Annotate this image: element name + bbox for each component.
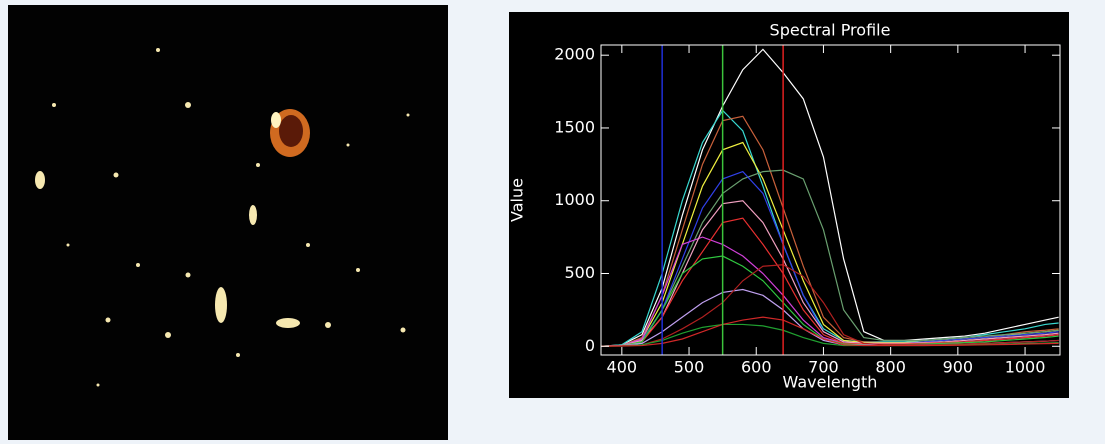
y-tick-label: 500 — [564, 263, 595, 282]
x-tick-label: 800 — [875, 358, 906, 377]
cell-spots — [35, 48, 410, 387]
x-axis-label: Wavelength — [783, 373, 878, 392]
y-tick-label: 1000 — [554, 190, 595, 209]
y-tick-label: 1500 — [554, 117, 595, 136]
spectrum-line — [601, 264, 1059, 347]
spectrum-line — [601, 48, 1059, 347]
spectrum-line — [601, 217, 1059, 347]
spectrum-line — [601, 169, 1059, 347]
x-tick-label: 700 — [808, 358, 839, 377]
chart-title: Spectral Profile — [770, 21, 891, 40]
x-tick-label: 900 — [943, 358, 974, 377]
y-axis-label: Value — [508, 178, 527, 222]
plot: 400 500 600 700 800 900 1000 0 500 1000 1500 2000 — [554, 44, 1061, 377]
chart-background — [509, 12, 1069, 398]
x-tick-label: 400 — [607, 358, 638, 377]
spectrum-line — [601, 316, 1059, 347]
y-tick-label: 0 — [585, 336, 595, 355]
microscope-image — [8, 5, 448, 440]
spectrum-line — [601, 109, 1059, 347]
x-tick-label: 600 — [741, 358, 772, 377]
x-tick-label: 500 — [674, 358, 705, 377]
y-tick-label: 2000 — [554, 45, 595, 64]
x-tick-label: 1000 — [1005, 358, 1046, 377]
image-background — [8, 5, 448, 440]
plot-frame — [600, 44, 1061, 356]
